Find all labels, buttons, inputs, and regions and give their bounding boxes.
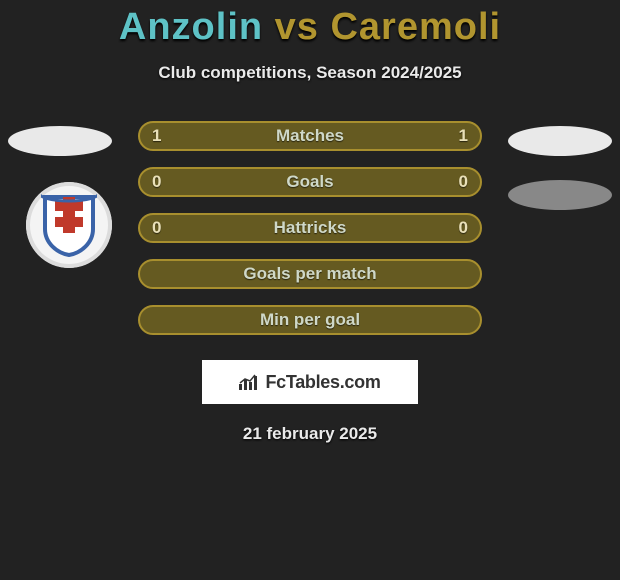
bars-chart-icon	[239, 374, 259, 390]
stat-right-value: 1	[459, 123, 468, 149]
page-title: Anzolin vs Caremoli	[0, 6, 620, 49]
stat-right-value: 0	[459, 169, 468, 195]
stat-row: Min per goal	[138, 305, 482, 335]
stat-right-value: 0	[459, 215, 468, 241]
fctables-logo[interactable]: FcTables.com	[202, 360, 418, 404]
stat-label: Goals	[140, 169, 480, 195]
stat-row: 0Hattricks0	[138, 213, 482, 243]
stat-row: 0Goals0	[138, 167, 482, 197]
title-vs: vs	[263, 6, 330, 48]
stat-row: 1Matches1	[138, 121, 482, 151]
player1-name: Anzolin	[119, 6, 263, 48]
stat-label: Goals per match	[140, 261, 480, 287]
comparison-card: Anzolin vs Caremoli Club competitions, S…	[0, 6, 620, 580]
stat-label: Matches	[140, 123, 480, 149]
date: 21 february 2025	[0, 424, 620, 444]
player2-name: Caremoli	[330, 6, 501, 48]
stat-label: Hattricks	[140, 215, 480, 241]
subtitle: Club competitions, Season 2024/2025	[0, 63, 620, 83]
stats-area: 1Matches10Goals00Hattricks0Goals per mat…	[0, 121, 620, 351]
stat-row: Goals per match	[138, 259, 482, 289]
logo-text: FcTables.com	[265, 372, 380, 393]
stat-label: Min per goal	[140, 307, 480, 333]
